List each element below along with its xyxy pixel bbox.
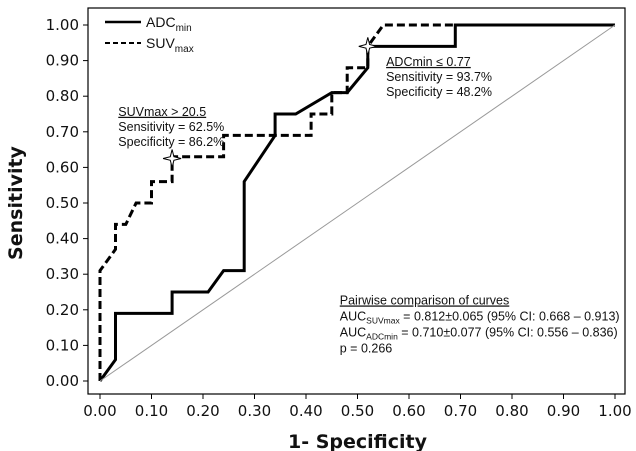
x-tick-label: 0.90 [547, 402, 580, 420]
cutoff-star-marker [162, 149, 182, 168]
y-tick-label: 0.90 [46, 52, 79, 70]
legend-adc-main: ADC [146, 14, 176, 30]
y-tick-label: 0.60 [46, 158, 79, 176]
y-tick-label: 0.50 [46, 194, 79, 212]
auc-adcmin-sub: ADCmin [366, 331, 398, 341]
auc-suvmax-prefix: AUC [340, 309, 366, 323]
cutoff-markers [162, 37, 377, 168]
p-value: p = 0.266 [340, 341, 393, 355]
tick-labels: 0.00 0.10 0.20 0.30 0.40 0.50 0.60 0.70 0.80 0.90… [46, 16, 632, 420]
adc-specificity: Specificity = 48.2% [386, 85, 492, 99]
legend-label-adc: ADCmin [146, 14, 192, 34]
x-tick-label: 0.30 [238, 402, 271, 420]
legend-adc-sub: min [176, 23, 192, 34]
auc-adcmin-prefix: AUC [340, 325, 366, 339]
adc-sensitivity: Sensitivity = 93.7% [386, 70, 492, 84]
y-tick-label: 0.80 [46, 87, 79, 105]
x-tick-label: 0.40 [289, 402, 322, 420]
legend-label-suv: SUVmax [146, 35, 194, 55]
suv-cutoff-heading: SUVmax > 20.5 [118, 105, 206, 119]
y-tick-label: 0.10 [46, 336, 79, 354]
y-tick-label: 0.20 [46, 301, 79, 319]
legend-suv-sub: max [175, 44, 194, 55]
auc-suvmax-value: = 0.812±0.065 (95% CI: 0.668 – 0.913) [400, 309, 620, 323]
cutoff-star-marker [358, 37, 377, 56]
x-tick-label: 0.80 [495, 402, 528, 420]
auc-adcmin-value: = 0.710±0.077 (95% CI: 0.556 – 0.836) [398, 325, 618, 339]
plot-frame [87, 7, 626, 395]
x-tick-label: 1.00 [598, 402, 631, 420]
y-tick-label: 0.30 [46, 265, 79, 283]
auc-suvmax-sub: SUVmax [366, 315, 400, 325]
y-tick-label: 0.70 [46, 123, 79, 141]
auc-suvmax: AUCSUVmax = 0.812±0.065 (95% CI: 0.668 –… [340, 309, 620, 325]
annotations: SUVmax > 20.5 Sensitivity = 62.5% Specif… [118, 55, 619, 356]
y-tick-label: 1.00 [46, 16, 79, 34]
x-tick-label: 0.50 [341, 402, 374, 420]
x-tick-label: 0.70 [444, 402, 477, 420]
adc-cutoff-heading: ADCmin ≤ 0.77 [386, 55, 471, 69]
y-tick-label: 0.40 [46, 230, 79, 248]
x-axis-title: 1- Specificity [288, 431, 428, 451]
legend-suv-main: SUV [146, 35, 175, 51]
suv-sensitivity: Sensitivity = 62.5% [118, 120, 224, 134]
reference-diagonal [99, 24, 616, 382]
legend: ADCmin SUVmax [105, 14, 194, 55]
x-tick-label: 0.20 [186, 402, 219, 420]
x-tick-label: 0.00 [83, 402, 116, 420]
x-tick-label: 0.60 [392, 402, 425, 420]
pairwise-heading: Pairwise comparison of curves [340, 293, 510, 307]
y-axis-title: Sensitivity [5, 145, 27, 259]
y-tick-label: 0.00 [46, 372, 79, 390]
suv-specificity: Specificity = 86.2% [118, 135, 224, 149]
axes [87, 7, 626, 395]
series-line-suvmax [98, 23, 615, 381]
x-tick-label: 0.10 [135, 402, 168, 420]
auc-adcmin: AUCADCmin = 0.710±0.077 (95% CI: 0.556 –… [340, 325, 618, 341]
